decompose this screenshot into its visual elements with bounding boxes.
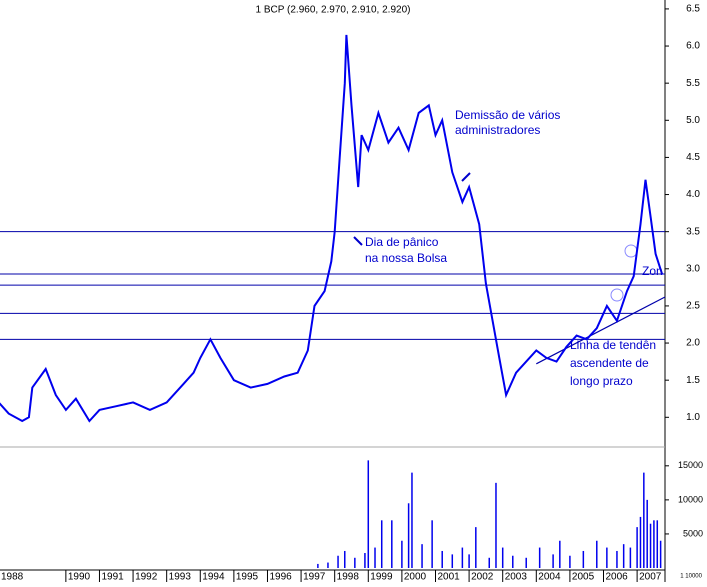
volume-bar <box>622 544 625 568</box>
x-tick-label: 1991 <box>101 572 124 582</box>
x-tick-label: 1996 <box>269 572 292 582</box>
volume-bar <box>569 555 571 568</box>
volume-bar <box>451 554 454 568</box>
volume-bar <box>337 555 339 568</box>
volume-bar <box>441 550 443 568</box>
volume-bar <box>431 520 433 568</box>
volume-bar <box>606 547 608 568</box>
y-tick-label: 4.5 <box>686 152 700 163</box>
x-tick-label: 1992 <box>135 572 158 582</box>
volume-note: 1 10000 <box>680 574 702 580</box>
volume-bar <box>656 520 659 568</box>
x-tick-label: 1995 <box>236 572 259 582</box>
x-tick-label: 2004 <box>538 572 561 582</box>
volume-bar <box>374 547 376 568</box>
y-tick-label: 6.5 <box>686 4 700 15</box>
x-tick-label: 1993 <box>169 572 192 582</box>
trend-line <box>536 296 666 365</box>
volume-bar <box>596 540 598 568</box>
y-tick-label: 1.0 <box>686 412 700 423</box>
x-tick-label: 2005 <box>572 572 595 582</box>
annotation: Linha de tendên <box>570 338 656 352</box>
volume-bar <box>643 472 645 568</box>
volume-bar <box>327 562 329 568</box>
x-tick-label: 1990 <box>68 572 91 582</box>
volume-bar <box>559 540 561 568</box>
x-tick-label: 2001 <box>437 572 460 582</box>
volume-bar <box>552 554 554 568</box>
volume-bar <box>421 544 423 568</box>
volume-bar <box>488 557 491 568</box>
y-tick-label: 1.5 <box>686 375 700 386</box>
volume-bar <box>501 547 504 568</box>
volume-bar <box>525 557 527 568</box>
y-tick-label: 3.0 <box>686 263 700 274</box>
smiley-icon <box>610 288 624 302</box>
volume-bar <box>616 550 618 568</box>
x-tick-label: 1994 <box>202 572 225 582</box>
x-tick-label: 1988 <box>1 572 24 582</box>
x-tick-label: 2007 <box>639 572 662 582</box>
volume-bar <box>407 503 410 568</box>
y-tick-label: 4.0 <box>686 189 700 200</box>
x-tick-label: 1999 <box>370 572 393 582</box>
y-tick-label: 10000 <box>678 494 703 504</box>
volume-bar <box>646 499 648 568</box>
y-tick-label: 6.0 <box>686 41 700 52</box>
volume-bar <box>636 527 638 568</box>
volume-bar <box>401 540 403 568</box>
volume-bar <box>495 482 497 568</box>
chart-title: 1 BCP (2.960, 2.970, 2.910, 2.920) <box>256 5 411 16</box>
annotation: Demissão de vários <box>455 108 560 122</box>
volume-bar <box>364 553 366 568</box>
annotation: na nossa Bolsa <box>365 251 447 265</box>
y-tick-label: 5.0 <box>686 115 700 126</box>
annotation: Zon <box>642 264 663 278</box>
y-tick-label: 15000 <box>678 460 703 470</box>
price-line <box>0 34 664 423</box>
arrow <box>461 172 471 182</box>
y-tick-label: 2.5 <box>686 301 700 312</box>
volume-bar <box>461 547 464 568</box>
y-tick-label: 5.5 <box>686 78 700 89</box>
volume-bar <box>538 547 541 568</box>
y-tick-label: 5000 <box>683 528 703 538</box>
volume-bar <box>582 550 585 568</box>
annotation: administradores <box>455 123 540 137</box>
volume-bar <box>391 520 393 568</box>
volume-bar <box>475 527 477 568</box>
x-tick-label: 2006 <box>606 572 629 582</box>
volume-bar <box>653 520 655 568</box>
volume-bar <box>344 550 346 568</box>
volume-bar <box>367 460 370 568</box>
volume-bar <box>380 520 383 568</box>
volume-bar <box>512 555 514 568</box>
annotation: ascendente de <box>570 356 649 370</box>
y-tick-label: 3.5 <box>686 226 700 237</box>
x-tick-label: 1998 <box>337 572 360 582</box>
x-tick-label: 2000 <box>404 572 427 582</box>
volume-bar <box>468 554 470 568</box>
volume-bar <box>649 523 652 568</box>
annotation: Dia de pânico <box>365 235 439 249</box>
volume-bar <box>317 563 319 568</box>
x-tick-label: 2003 <box>505 572 528 582</box>
annotation: longo prazo <box>570 374 633 388</box>
volume-bar <box>354 557 356 568</box>
x-tick-label: 1997 <box>303 572 326 582</box>
volume-bar <box>629 547 632 568</box>
volume-bar <box>659 540 662 568</box>
volume-bar <box>411 472 413 568</box>
y-tick-label: 2.0 <box>686 338 700 349</box>
x-tick-label: 2002 <box>471 572 494 582</box>
volume-bar <box>639 516 642 568</box>
arrow <box>353 236 363 246</box>
